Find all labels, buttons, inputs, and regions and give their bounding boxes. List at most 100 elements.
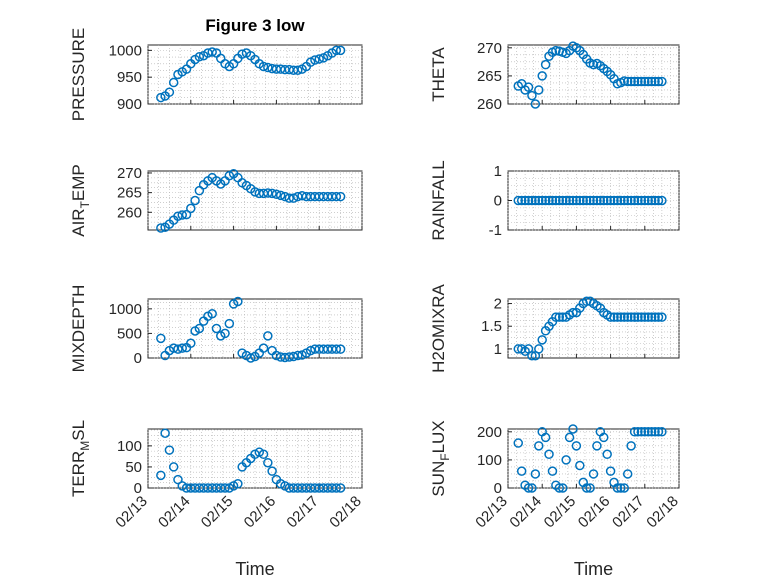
data-point bbox=[650, 312, 660, 322]
y-tick-label: 500 bbox=[117, 325, 142, 342]
data-point bbox=[513, 438, 524, 448]
x-tick-label: 02/17 bbox=[283, 493, 322, 532]
data-series bbox=[513, 424, 667, 493]
data-point bbox=[633, 312, 643, 322]
data-point bbox=[643, 312, 653, 322]
y-tick-label: 1000 bbox=[109, 301, 142, 318]
data-point bbox=[534, 195, 544, 206]
y-tick-label: 100 bbox=[117, 438, 142, 455]
data-point bbox=[314, 54, 324, 64]
y-tick-label: 200 bbox=[477, 424, 502, 441]
data-point bbox=[335, 45, 346, 56]
data-point bbox=[540, 59, 551, 70]
data-point bbox=[612, 195, 623, 206]
data-point bbox=[537, 195, 547, 206]
data-point bbox=[643, 76, 653, 87]
data-point bbox=[293, 350, 303, 361]
data-point bbox=[534, 441, 544, 451]
data-point bbox=[646, 312, 657, 322]
data-point bbox=[616, 483, 626, 493]
y-axis-label: TERRMSL bbox=[69, 420, 92, 497]
data-point bbox=[633, 76, 643, 87]
data-point bbox=[629, 76, 640, 87]
data-point bbox=[224, 318, 235, 329]
data-point bbox=[571, 441, 582, 451]
x-tick-label: 02/15 bbox=[198, 493, 237, 532]
data-point bbox=[602, 195, 612, 206]
data-point bbox=[250, 187, 260, 197]
data-point bbox=[653, 195, 664, 206]
data-point bbox=[568, 307, 578, 318]
data-point bbox=[207, 47, 217, 57]
data-point bbox=[540, 432, 551, 443]
data-point bbox=[619, 195, 630, 206]
data-point bbox=[629, 427, 640, 437]
data-point bbox=[258, 343, 269, 353]
data-point bbox=[581, 195, 592, 206]
data-point bbox=[293, 65, 303, 75]
x-tick-label: 02/14 bbox=[155, 493, 194, 532]
data-point bbox=[233, 296, 243, 307]
y-axis-label-tail: LUX bbox=[429, 420, 448, 453]
y-tick-label: 265 bbox=[477, 68, 502, 85]
data-point bbox=[640, 427, 650, 437]
data-point bbox=[616, 195, 626, 206]
y-tick-label: 950 bbox=[117, 69, 142, 86]
y-axis-label: SUNFLUX bbox=[429, 420, 452, 496]
data-point bbox=[173, 211, 183, 221]
data-point bbox=[568, 195, 578, 206]
data-point bbox=[335, 191, 346, 202]
data-point bbox=[220, 483, 230, 493]
data-point bbox=[523, 82, 534, 92]
y-axis-label-subscript: T bbox=[78, 200, 92, 208]
data-point bbox=[646, 76, 657, 87]
data-point bbox=[284, 352, 294, 362]
data-point bbox=[575, 195, 585, 206]
data-point bbox=[581, 483, 592, 493]
y-axis-label: AIRTEMP bbox=[69, 164, 92, 237]
y-tick-label: 270 bbox=[477, 40, 502, 57]
y-tick-label: 1000 bbox=[109, 42, 142, 59]
data-point bbox=[657, 76, 667, 87]
data-point bbox=[657, 427, 667, 437]
subplot-1: 900 950 1000 PRESSURE Figure 3 low bbox=[69, 16, 363, 121]
data-point bbox=[164, 87, 175, 97]
data-point bbox=[588, 469, 599, 479]
data-point bbox=[527, 195, 537, 206]
y-tick-label: 1 bbox=[494, 341, 502, 358]
data-point bbox=[194, 323, 205, 334]
data-point bbox=[605, 195, 616, 206]
y-axis-label-subscript: F bbox=[438, 453, 452, 460]
data-point bbox=[622, 312, 633, 322]
data-point bbox=[284, 193, 294, 203]
data-point bbox=[551, 45, 561, 56]
axes-box bbox=[147, 298, 363, 359]
data-point bbox=[534, 85, 544, 95]
data-point bbox=[636, 76, 647, 87]
data-point bbox=[592, 441, 602, 451]
y-axis-label: H2OMIXRA bbox=[429, 283, 448, 372]
data-point bbox=[643, 427, 653, 437]
data-point bbox=[516, 466, 527, 476]
subplot-6: 1 1.5 2 H2OMIXRA bbox=[429, 283, 680, 373]
data-point bbox=[305, 345, 316, 356]
data-point bbox=[626, 76, 636, 87]
y-axis-label-main: SUN bbox=[429, 461, 448, 497]
y-tick-label: 1 bbox=[494, 163, 502, 180]
x-axis-label: Time bbox=[574, 559, 613, 579]
chart-title: Figure 3 low bbox=[205, 16, 305, 35]
data-point bbox=[629, 195, 640, 206]
x-tick-label: 02/14 bbox=[506, 493, 545, 532]
y-axis-label-main: THETA bbox=[429, 47, 448, 102]
data-point bbox=[571, 195, 582, 206]
data-point bbox=[595, 195, 606, 206]
data-point bbox=[650, 427, 660, 437]
data-point bbox=[551, 312, 561, 322]
data-point bbox=[544, 195, 554, 206]
data-point bbox=[622, 469, 633, 479]
y-tick-label: 2 bbox=[494, 296, 502, 313]
x-tick-label: 02/17 bbox=[609, 493, 648, 532]
y-axis-label-main: MIXDEPTH bbox=[69, 285, 88, 373]
data-point bbox=[643, 195, 653, 206]
